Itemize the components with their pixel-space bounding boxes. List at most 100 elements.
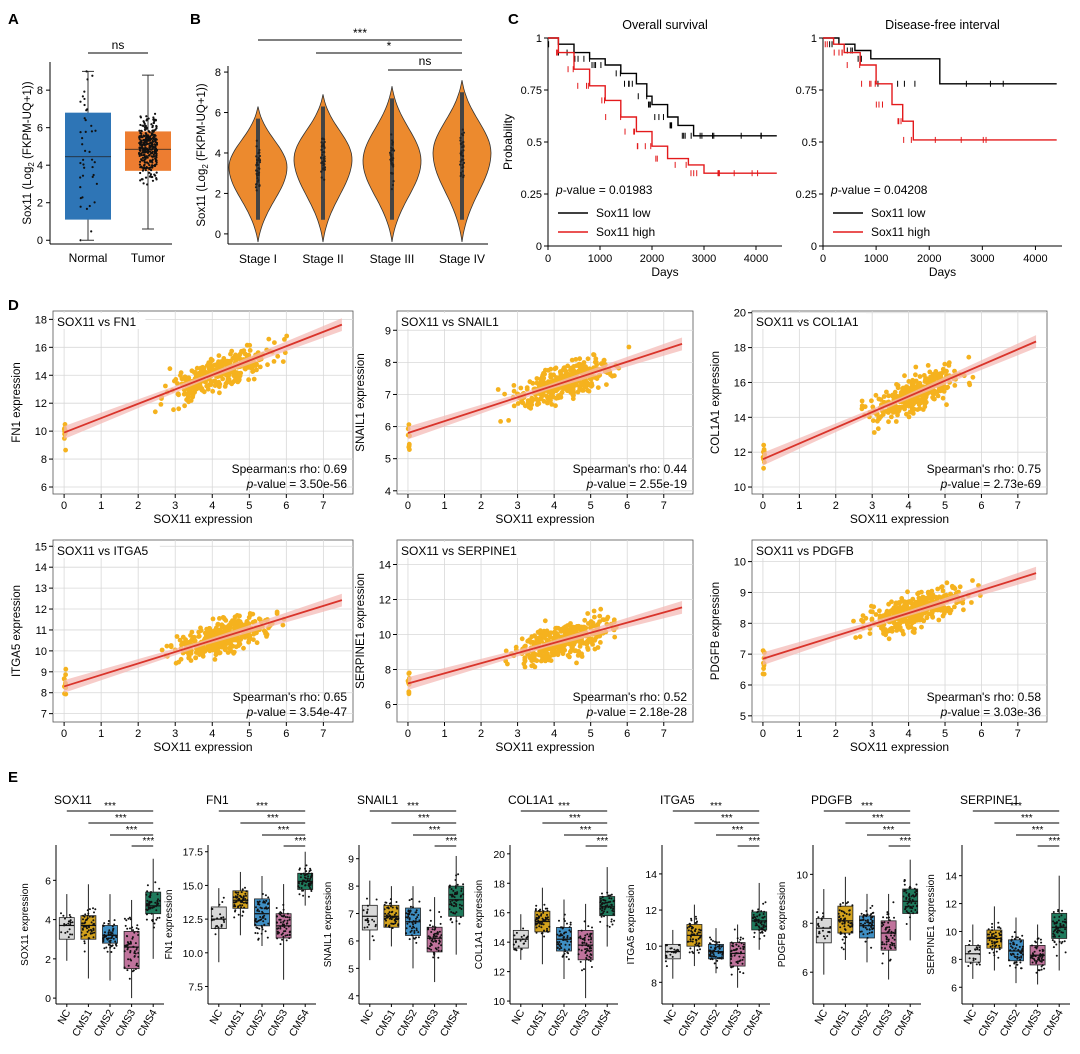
data-point bbox=[127, 958, 130, 961]
data-point bbox=[90, 921, 93, 924]
y-tick-label: 8 bbox=[385, 665, 391, 677]
scatter-point bbox=[406, 671, 412, 676]
data-point bbox=[843, 912, 846, 914]
data-point bbox=[452, 895, 455, 898]
data-point bbox=[459, 895, 462, 898]
panel-a-label: A bbox=[8, 11, 19, 28]
scatter-point bbox=[877, 608, 882, 614]
data-point bbox=[569, 940, 572, 943]
scatter-point bbox=[597, 613, 603, 619]
data-point bbox=[88, 937, 91, 940]
data-point bbox=[67, 936, 70, 939]
data-point bbox=[460, 890, 463, 892]
significance-label: *** bbox=[446, 836, 458, 847]
data-point bbox=[139, 123, 142, 127]
data-point bbox=[82, 918, 84, 921]
data-point bbox=[459, 142, 462, 145]
data-point bbox=[717, 957, 719, 959]
data-point bbox=[236, 893, 239, 896]
x-tick-label: CMS2 bbox=[849, 1007, 874, 1038]
data-point bbox=[708, 949, 711, 952]
data-point bbox=[851, 904, 854, 907]
data-point bbox=[309, 882, 311, 885]
data-point bbox=[392, 157, 395, 160]
data-point bbox=[536, 913, 539, 916]
data-point bbox=[397, 924, 400, 927]
scatter-point bbox=[246, 637, 252, 643]
scatter-point bbox=[571, 626, 577, 632]
x-tick-label: 1000 bbox=[588, 253, 612, 265]
x-tick-label: 2 bbox=[478, 728, 484, 740]
data-point bbox=[448, 908, 451, 911]
data-point bbox=[687, 929, 690, 932]
data-point bbox=[83, 103, 86, 107]
scatter-point bbox=[918, 600, 924, 605]
data-point bbox=[758, 929, 761, 931]
data-point bbox=[240, 906, 243, 909]
scatter-point bbox=[564, 387, 570, 393]
data-point bbox=[126, 935, 129, 938]
data-point bbox=[763, 921, 766, 924]
data-point bbox=[92, 907, 94, 910]
data-point bbox=[148, 150, 152, 153]
data-point bbox=[133, 931, 136, 934]
data-point bbox=[155, 154, 158, 157]
data-point bbox=[888, 945, 891, 948]
data-point bbox=[687, 940, 690, 943]
data-point bbox=[581, 944, 584, 947]
data-point bbox=[838, 920, 841, 923]
data-point bbox=[145, 134, 148, 137]
data-point bbox=[241, 888, 244, 891]
data-point bbox=[285, 939, 288, 942]
y-axis-label: SOX11 expression bbox=[20, 883, 31, 966]
data-point bbox=[150, 148, 153, 151]
x-tick-label: CMS1 bbox=[827, 1007, 852, 1038]
data-point bbox=[153, 922, 156, 925]
data-point bbox=[606, 911, 609, 914]
data-point bbox=[742, 956, 745, 959]
scatter-point bbox=[915, 407, 920, 412]
data-point bbox=[115, 936, 118, 939]
legend-label-low: Sox11 low bbox=[596, 206, 651, 220]
scatter-point bbox=[933, 369, 939, 374]
data-point bbox=[752, 913, 755, 916]
data-point bbox=[738, 955, 741, 958]
data-point bbox=[126, 969, 129, 972]
data-point bbox=[90, 230, 93, 233]
data-point bbox=[452, 904, 455, 907]
data-point bbox=[282, 903, 285, 906]
data-point bbox=[267, 896, 270, 899]
data-point bbox=[665, 954, 668, 957]
scatter-point bbox=[536, 652, 542, 658]
x-axis-label: SOX11 expression bbox=[850, 512, 949, 526]
y-tick-label: 5 bbox=[385, 454, 391, 466]
data-point bbox=[79, 131, 82, 134]
scatter-point bbox=[167, 366, 173, 372]
y-tick-label: 10 bbox=[379, 630, 391, 642]
scatter-point bbox=[571, 641, 577, 647]
data-point bbox=[733, 928, 736, 931]
data-point bbox=[454, 898, 457, 901]
data-point bbox=[391, 143, 394, 146]
data-point bbox=[454, 891, 457, 894]
data-point bbox=[375, 898, 378, 901]
scatter-point bbox=[970, 374, 976, 380]
data-point bbox=[94, 908, 97, 911]
data-point bbox=[859, 919, 862, 922]
data-point bbox=[279, 918, 282, 921]
data-point bbox=[304, 884, 307, 887]
data-point bbox=[885, 938, 888, 941]
data-point bbox=[437, 949, 440, 952]
data-point bbox=[151, 166, 154, 169]
data-point bbox=[461, 134, 465, 137]
data-point bbox=[520, 948, 523, 951]
x-tick-label: 3 bbox=[869, 500, 875, 512]
data-point bbox=[152, 153, 155, 156]
data-point bbox=[138, 135, 141, 138]
data-point bbox=[563, 920, 566, 922]
data-point bbox=[589, 946, 592, 949]
scatter-point bbox=[246, 615, 252, 620]
data-point bbox=[741, 958, 744, 961]
scatter-point bbox=[529, 395, 535, 401]
scatter-point bbox=[406, 443, 412, 449]
